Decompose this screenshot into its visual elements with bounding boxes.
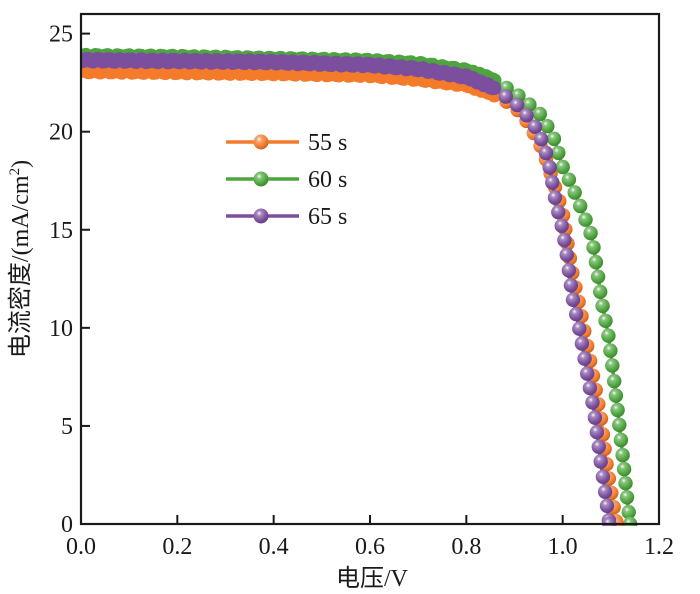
data-point [589,425,605,440]
legend: 55 s 60 s 65 s [226,130,347,230]
data-point [551,204,566,220]
data-point [561,172,577,187]
x-tick-label: 0.8 [451,534,481,560]
data-point [540,119,555,134]
x-axis: 0.0 0.2 0.4 0.6 0.8 1.0 1.2 [66,515,674,560]
data-point [565,292,581,307]
data-point [532,106,547,122]
x-tick-label: 0.6 [355,534,385,560]
data-point [582,380,598,396]
data-point [603,343,618,358]
x-tick-label: 0.0 [66,534,96,560]
legend-item: 60 s [226,167,347,193]
legend-marker [253,208,269,224]
data-point [555,159,570,175]
data-point [613,432,629,448]
data-point [546,131,562,146]
legend-label: 55 s [308,130,347,156]
data-point [486,80,502,96]
data-point [618,476,633,491]
x-tick-label: 0.2 [162,534,192,560]
plot-area [81,47,638,526]
legend-label: 60 s [308,167,347,193]
data-point [573,198,588,214]
data-point [597,484,613,499]
data-point [559,247,574,262]
data-point [498,89,513,104]
data-point [586,240,601,255]
data-point [545,175,560,190]
series-60s [81,47,638,526]
data-point [574,336,590,351]
data-point [563,278,579,293]
legend-label: 65 s [308,204,347,230]
y-axis-label: 电流密度/(mA/cm2) [7,160,34,358]
y-tick-label: 20 [49,120,73,146]
legend-marker [253,134,269,150]
y-tick-label: 25 [49,22,73,48]
data-point [509,97,525,113]
y-axis: 0 5 10 15 20 25 [49,22,90,538]
data-point [577,351,592,366]
data-point [595,298,610,314]
data-point [607,374,622,389]
data-point [551,145,566,161]
data-point [578,212,593,227]
y-tick-label: 0 [61,512,73,538]
data-point [615,447,630,463]
data-point [542,160,557,175]
data-point [598,313,613,328]
data-point [538,145,554,161]
data-point [595,469,611,484]
y-axis-label-sup: 2 [7,168,23,176]
data-point [608,388,624,403]
data-point [527,119,543,134]
x-tick-label: 1.0 [548,534,578,560]
x-axis-label: 电压/V [336,565,409,592]
data-point [619,490,635,505]
data-point [616,461,632,477]
data-point [588,254,604,270]
data-point [585,395,600,410]
y-axis-label-main: 电流密度/(mA/cm [7,175,34,358]
data-point [605,358,620,373]
legend-marker [253,171,269,187]
y-tick-label: 10 [49,316,73,342]
legend-item: 65 s [226,204,347,230]
data-point [593,454,608,469]
data-point [590,269,606,284]
data-point [572,321,587,336]
series-65s [81,51,617,526]
x-tick-label: 0.4 [259,534,289,560]
data-point [593,284,608,299]
data-point [557,232,572,248]
data-point [610,402,625,418]
x-tick-label: 1.2 [644,534,674,560]
data-point [534,132,549,147]
data-point [587,410,603,425]
y-tick-label: 5 [61,414,73,440]
y-tick-label: 15 [49,218,73,244]
data-point [591,439,606,454]
data-point [583,225,598,241]
data-point [621,505,636,520]
y-axis-label-close: ) [8,160,34,168]
data-point [580,366,595,381]
legend-item: 55 s [226,130,347,156]
data-point [519,108,534,123]
data-point [601,328,616,343]
data-point [612,417,627,433]
data-point [569,307,584,322]
data-point [554,218,569,233]
data-point [599,498,615,513]
data-point [567,185,582,200]
data-point [561,263,577,278]
data-point [547,190,563,205]
